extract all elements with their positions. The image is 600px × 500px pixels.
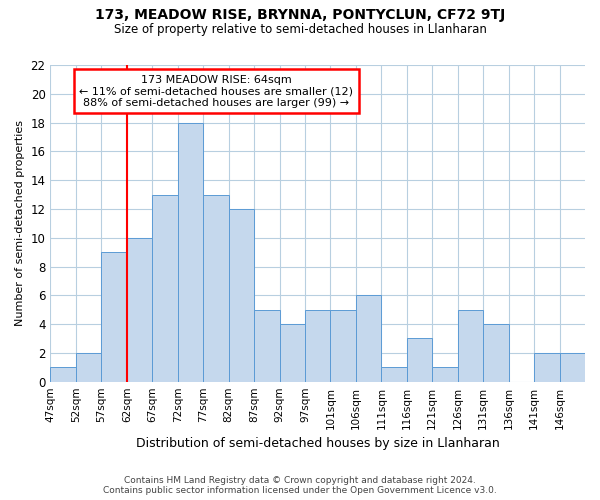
X-axis label: Distribution of semi-detached houses by size in Llanharan: Distribution of semi-detached houses by … (136, 437, 500, 450)
Bar (331, 310, 356, 382)
Bar (458, 310, 483, 382)
Bar (254, 310, 280, 382)
Bar (178, 122, 203, 382)
Bar (534, 353, 560, 382)
Bar (101, 252, 127, 382)
Bar (356, 296, 382, 382)
Text: Contains HM Land Registry data © Crown copyright and database right 2024.
Contai: Contains HM Land Registry data © Crown c… (103, 476, 497, 495)
Bar (229, 209, 254, 382)
Bar (483, 324, 509, 382)
Bar (305, 310, 331, 382)
Bar (560, 353, 585, 382)
Bar (407, 338, 432, 382)
Text: 173 MEADOW RISE: 64sqm
← 11% of semi-detached houses are smaller (12)
88% of sem: 173 MEADOW RISE: 64sqm ← 11% of semi-det… (79, 74, 353, 108)
Bar (432, 368, 458, 382)
Bar (382, 368, 407, 382)
Bar (203, 194, 229, 382)
Text: 173, MEADOW RISE, BRYNNA, PONTYCLUN, CF72 9TJ: 173, MEADOW RISE, BRYNNA, PONTYCLUN, CF7… (95, 8, 505, 22)
Bar (50, 368, 76, 382)
Text: Size of property relative to semi-detached houses in Llanharan: Size of property relative to semi-detach… (113, 22, 487, 36)
Bar (127, 238, 152, 382)
Bar (152, 194, 178, 382)
Bar (76, 353, 101, 382)
Y-axis label: Number of semi-detached properties: Number of semi-detached properties (15, 120, 25, 326)
Bar (280, 324, 305, 382)
